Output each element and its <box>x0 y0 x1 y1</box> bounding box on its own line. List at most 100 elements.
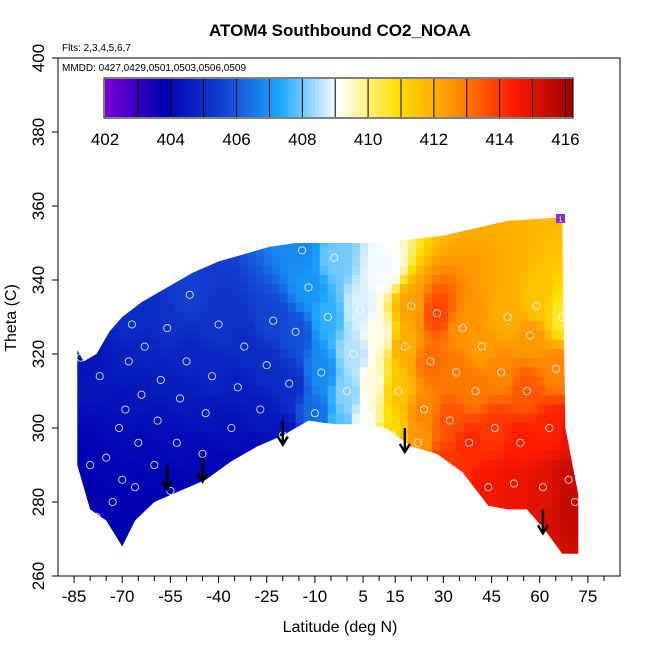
heatmap-cell <box>263 255 273 266</box>
heatmap-cell <box>94 496 104 507</box>
heatmap-cell <box>359 255 369 266</box>
heatmap-cell <box>416 542 425 553</box>
heatmap-cell <box>440 292 449 303</box>
heatmap-cell <box>400 228 409 238</box>
heatmap-cell <box>480 320 489 331</box>
heatmap-cell <box>448 394 457 405</box>
heatmap-cell <box>480 357 489 368</box>
heatmap-cell <box>263 320 273 331</box>
heatmap-cell <box>544 385 554 396</box>
heatmap-cell <box>359 339 369 349</box>
heatmap-cell <box>159 450 168 460</box>
heatmap-cell <box>279 413 289 423</box>
heatmap-cell <box>383 394 393 405</box>
heatmap-cell <box>480 237 489 248</box>
observation-point <box>198 449 207 458</box>
heatmap-cell <box>528 265 537 275</box>
heatmap-cell <box>544 542 554 553</box>
heatmap-cell <box>255 514 265 525</box>
heatmap-cell <box>86 302 96 312</box>
heatmap-cell <box>351 431 361 442</box>
heatmap-cell <box>528 283 537 294</box>
colorbar-swatch <box>319 79 324 117</box>
heatmap-cell <box>472 468 481 479</box>
heatmap-cell <box>552 218 562 229</box>
heatmap-cell <box>351 394 361 405</box>
flag-marker-label: 1 <box>559 217 563 224</box>
heatmap-cell <box>327 366 337 377</box>
heatmap-cell <box>255 376 265 386</box>
observation-point <box>330 253 339 262</box>
heatmap-cell <box>359 524 369 534</box>
heatmap-cell <box>464 274 473 285</box>
heatmap-cell <box>391 228 401 238</box>
heatmap-cell <box>183 496 192 507</box>
heatmap-cell <box>271 533 281 544</box>
heatmap-cell <box>464 246 473 257</box>
heatmap-cell <box>552 265 562 275</box>
heatmap-cell <box>271 302 281 312</box>
heatmap-cell <box>496 320 505 331</box>
heatmap-cell <box>135 533 144 544</box>
heatmap-cell <box>287 440 297 451</box>
heatmap-cell <box>488 403 497 414</box>
heatmap-cell <box>528 431 537 442</box>
heatmap-cell <box>383 366 393 377</box>
heatmap-cell <box>287 505 297 516</box>
heatmap-cell <box>408 246 417 257</box>
colorbar-swatch <box>322 79 328 117</box>
heatmap-cell <box>480 366 489 377</box>
heatmap-cell <box>456 366 465 377</box>
colorbar-swatch <box>140 79 145 117</box>
heatmap-cell <box>560 228 570 238</box>
heatmap-cell <box>247 440 256 451</box>
heatmap-cell <box>528 477 537 488</box>
heatmap-cell <box>391 477 401 488</box>
heatmap-cell <box>383 385 393 396</box>
heatmap-cell <box>143 217 152 220</box>
heatmap-cell <box>351 459 361 470</box>
heatmap-cell <box>327 265 337 275</box>
heatmap-cell <box>263 329 273 340</box>
heatmap-cell <box>456 237 465 248</box>
observation-point <box>192 494 201 503</box>
heatmap-cell <box>416 524 425 534</box>
observation-point <box>92 512 101 521</box>
heatmap-cell <box>456 265 465 275</box>
heatmap-cell <box>94 450 104 460</box>
heatmap-cell <box>311 394 321 405</box>
heatmap-cell <box>504 237 513 248</box>
heatmap-cell <box>432 477 441 488</box>
heatmap-cell <box>311 274 321 285</box>
heatmap-cell <box>528 357 537 368</box>
heatmap-cell <box>383 357 393 368</box>
profile-arrow <box>536 509 549 536</box>
heatmap-cell <box>472 376 481 386</box>
observation-point <box>76 353 85 362</box>
heatmap-cell <box>175 366 184 377</box>
heatmap-cell <box>327 514 337 525</box>
heatmap-cell <box>199 431 208 442</box>
heatmap-cell <box>143 283 152 294</box>
heatmap-cell <box>504 477 513 488</box>
colorbar-swatch <box>544 79 550 117</box>
heatmap-cell <box>119 413 128 423</box>
heatmap-cell <box>247 265 256 275</box>
heatmap-cell <box>255 459 265 470</box>
heatmap-cell <box>223 218 232 229</box>
heatmap-cell <box>295 366 305 377</box>
heatmap-cell <box>287 274 297 285</box>
heatmap-cell <box>440 468 449 479</box>
heatmap-cell <box>391 450 401 460</box>
heatmap-cell <box>552 237 562 248</box>
heatmap-cell <box>239 265 248 275</box>
heatmap-cell <box>119 329 128 340</box>
heatmap-cell <box>544 487 554 497</box>
heatmap-cell <box>167 237 176 248</box>
heatmap-cell <box>78 542 88 553</box>
heatmap-cell <box>432 551 441 554</box>
heatmap-cell <box>183 413 192 423</box>
heatmap-cell <box>271 524 281 534</box>
heatmap-cell <box>271 274 281 285</box>
heatmap-cell <box>86 422 96 433</box>
